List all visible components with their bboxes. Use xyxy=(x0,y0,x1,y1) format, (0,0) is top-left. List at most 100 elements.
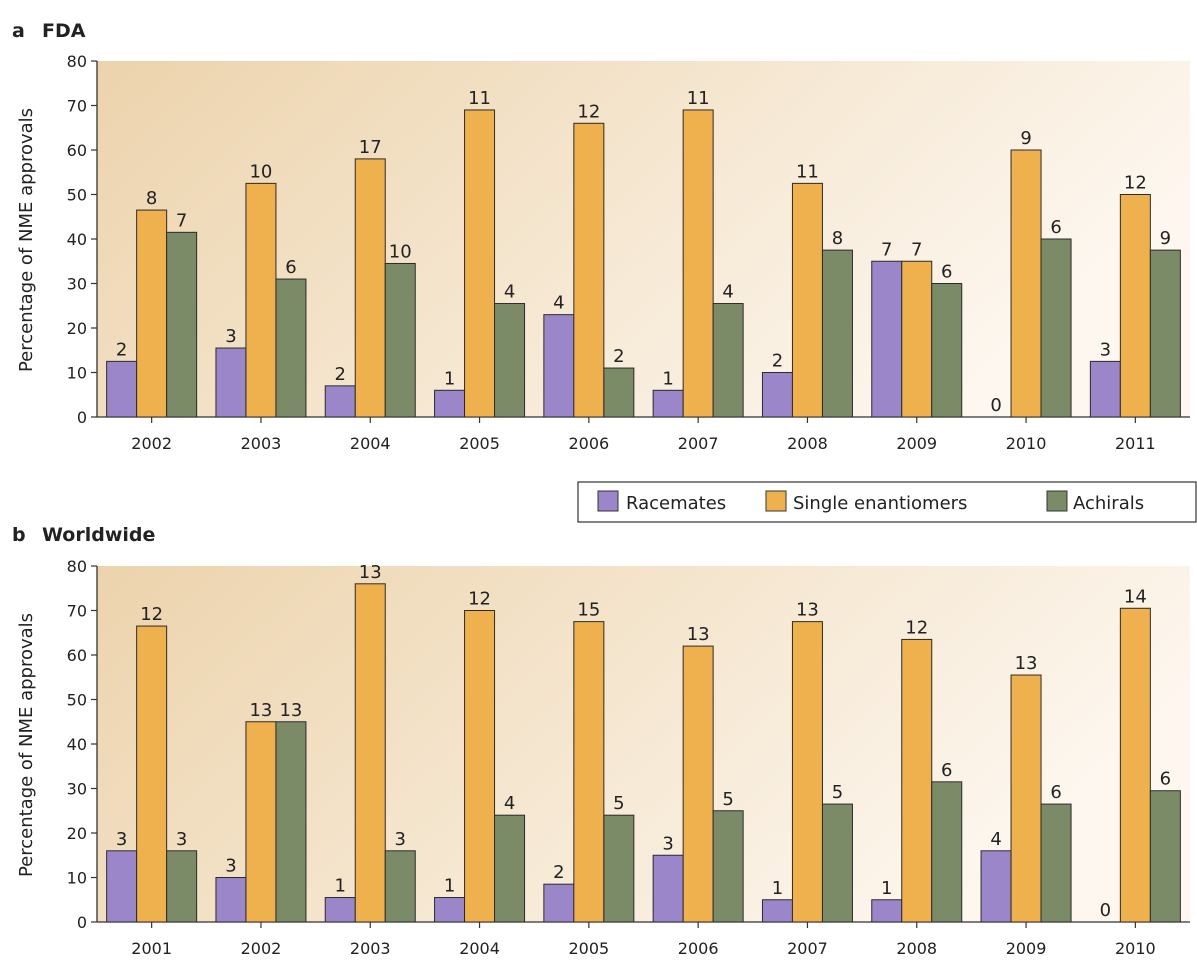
bar-achirals xyxy=(712,303,744,418)
data-label-racemates: 4 xyxy=(553,293,564,314)
x-tick-label-a: 2004 xyxy=(350,434,391,453)
panel-b-title: Worldwide xyxy=(42,524,155,546)
y-tick-label-b: 0 xyxy=(77,913,87,932)
data-label-single-enantiomers: 13 xyxy=(796,600,819,621)
bar-achirals xyxy=(712,810,744,923)
data-label-racemates: 3 xyxy=(225,856,236,877)
bar-single-enantiomers xyxy=(901,638,933,923)
data-label-achirals: 6 xyxy=(941,760,952,781)
data-label-single-enantiomers: 13 xyxy=(359,562,382,583)
bar-achirals xyxy=(166,850,198,923)
data-label-achirals: 6 xyxy=(1050,217,1061,238)
legend: Racemates Single enantiomers Achirals xyxy=(577,481,1197,523)
bar-single-enantiomers xyxy=(1010,149,1042,418)
panel-a-title: FDA xyxy=(42,20,86,42)
data-label-achirals: 13 xyxy=(279,700,302,721)
y-tick-label-b: 60 xyxy=(67,646,87,665)
bar-racemates xyxy=(215,347,247,418)
data-label-achirals: 3 xyxy=(395,829,406,850)
x-tick-label-a: 2011 xyxy=(1115,434,1156,453)
data-label-racemates: 0 xyxy=(990,395,1001,416)
data-label-single-enantiomers: 11 xyxy=(796,161,819,182)
data-label-racemates: 4 xyxy=(990,829,1001,850)
bar-racemates xyxy=(543,314,575,418)
bar-racemates xyxy=(434,389,466,418)
data-label-single-enantiomers: 12 xyxy=(577,101,600,122)
bar-single-enantiomers xyxy=(1010,674,1042,923)
bar-achirals xyxy=(494,814,526,923)
x-tick-label-a: 2002 xyxy=(131,434,172,453)
bar-achirals xyxy=(931,283,963,418)
legend-label-single-enantiomers: Single enantiomers xyxy=(793,493,967,514)
data-label-racemates: 1 xyxy=(662,368,673,389)
bar-achirals xyxy=(603,814,635,923)
data-label-racemates: 1 xyxy=(444,368,455,389)
legend-swatch-achirals xyxy=(1046,490,1068,512)
bar-racemates xyxy=(761,899,793,923)
y-tick-label-a: 60 xyxy=(67,141,87,160)
data-label-achirals: 4 xyxy=(722,282,733,303)
y-tick-label-b: 30 xyxy=(67,780,87,799)
bar-achirals xyxy=(384,850,416,923)
x-tick-label-b: 2002 xyxy=(241,939,282,957)
bar-achirals xyxy=(821,803,853,923)
bar-single-enantiomers xyxy=(791,182,823,418)
x-tick-label-a: 2009 xyxy=(896,434,937,453)
y-tick-label-a: 30 xyxy=(67,275,87,294)
y-tick-label-a: 70 xyxy=(67,97,87,116)
bar-single-enantiomers xyxy=(464,109,496,418)
data-label-single-enantiomers: 8 xyxy=(146,188,157,209)
bar-single-enantiomers xyxy=(573,621,605,923)
x-tick-label-a: 2005 xyxy=(459,434,500,453)
bar-achirals xyxy=(166,231,198,418)
x-tick-label-b: 2008 xyxy=(896,939,937,957)
bar-single-enantiomers xyxy=(464,610,496,923)
legend-label-achirals: Achirals xyxy=(1073,493,1144,514)
data-label-achirals: 3 xyxy=(176,829,187,850)
data-label-achirals: 5 xyxy=(832,782,843,803)
bar-single-enantiomers xyxy=(573,122,605,418)
bar-achirals xyxy=(1040,803,1072,923)
bar-racemates xyxy=(434,897,466,923)
data-label-single-enantiomers: 11 xyxy=(687,88,710,109)
data-label-single-enantiomers: 12 xyxy=(1124,173,1147,194)
legend-box xyxy=(577,481,1197,523)
x-tick-label-b: 2007 xyxy=(787,939,828,957)
data-label-racemates: 3 xyxy=(662,833,673,854)
data-label-racemates: 1 xyxy=(444,876,455,897)
data-label-achirals: 5 xyxy=(722,789,733,810)
bar-single-enantiomers xyxy=(136,209,168,418)
panel-a-ylabel: Percentage of NME approvals xyxy=(16,108,37,372)
y-tick-label-b: 40 xyxy=(67,735,87,754)
data-label-achirals: 6 xyxy=(941,262,952,283)
x-tick-label-b: 2010 xyxy=(1115,939,1156,957)
bar-racemates xyxy=(871,899,903,923)
bar-racemates xyxy=(761,372,793,418)
legend-label-racemates: Racemates xyxy=(626,493,726,514)
bar-single-enantiomers xyxy=(1119,607,1151,923)
panel-b-letter: b xyxy=(12,524,26,546)
data-label-achirals: 4 xyxy=(504,793,515,814)
bar-achirals xyxy=(1040,238,1072,418)
data-label-single-enantiomers: 13 xyxy=(687,624,710,645)
data-label-single-enantiomers: 12 xyxy=(140,604,163,625)
bar-racemates xyxy=(324,385,356,418)
bar-single-enantiomers xyxy=(791,621,823,923)
bar-achirals xyxy=(275,721,307,923)
bar-racemates xyxy=(106,850,138,923)
y-tick-label-b: 70 xyxy=(67,602,87,621)
y-tick-label-a: 50 xyxy=(67,186,87,205)
bar-racemates xyxy=(324,897,356,923)
data-label-achirals: 10 xyxy=(389,241,412,262)
panel-a-plot: 0102030405060708020022872003310620042171… xyxy=(67,52,1190,453)
y-tick-label-a: 10 xyxy=(67,364,87,383)
bar-single-enantiomers xyxy=(682,645,714,923)
x-tick-label-b: 2005 xyxy=(568,939,609,957)
bar-racemates xyxy=(652,854,684,923)
data-label-achirals: 2 xyxy=(613,346,624,367)
data-label-racemates: 1 xyxy=(772,878,783,899)
data-label-achirals: 6 xyxy=(1160,769,1171,790)
bar-single-enantiomers xyxy=(354,158,386,418)
